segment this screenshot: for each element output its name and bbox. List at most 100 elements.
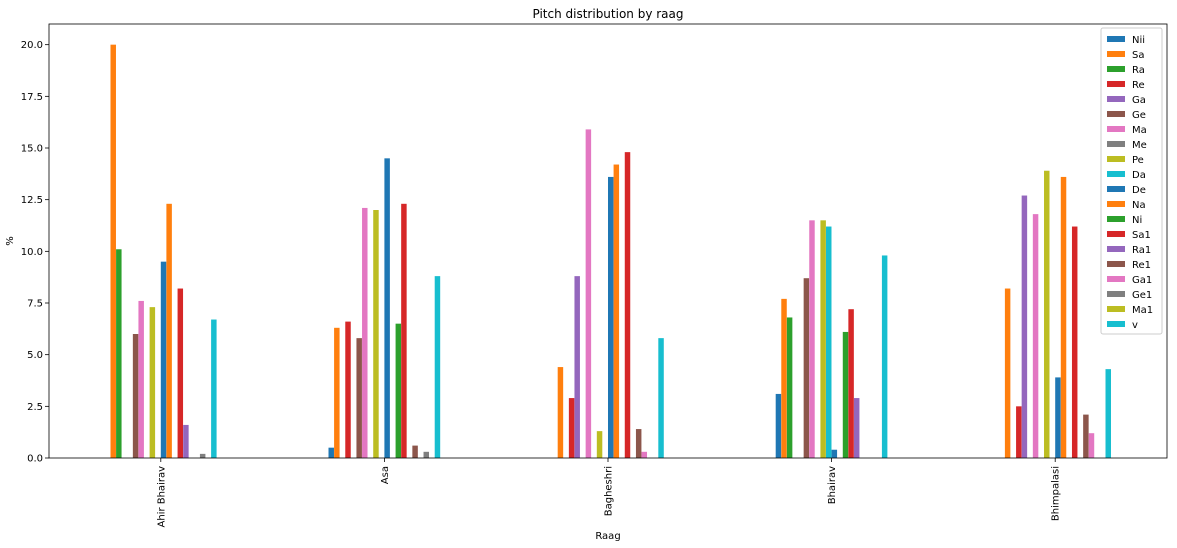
x-axis: Ahir Bhairav Asa Bagheshri Bhairav Bhimpalas…	[156, 458, 1062, 528]
bar	[820, 220, 826, 458]
legend-swatch	[1107, 201, 1125, 207]
bar	[373, 210, 379, 458]
x-tick-label: Bhairav	[827, 466, 838, 504]
legend-label: Re	[1132, 80, 1145, 91]
bar	[848, 309, 854, 458]
bar	[166, 203, 172, 458]
bar	[613, 164, 620, 459]
bar	[809, 220, 815, 458]
legend-label: Pe	[1132, 155, 1144, 166]
bar	[211, 319, 217, 458]
bar	[356, 338, 362, 458]
bar	[110, 44, 116, 459]
legend-label: Ma1	[1132, 305, 1153, 316]
y-axis-label: %	[5, 236, 16, 246]
legend-swatch	[1107, 171, 1125, 177]
y-tick-label: 17.5	[21, 92, 43, 103]
bar	[183, 424, 189, 458]
bar	[803, 278, 810, 458]
legend-swatch	[1107, 186, 1125, 192]
legend-label: Ga1	[1132, 275, 1152, 286]
bar	[781, 298, 787, 458]
legend-swatch	[1107, 51, 1125, 57]
bar	[1105, 369, 1111, 458]
bar	[412, 445, 418, 458]
bar	[557, 367, 564, 458]
x-tick-label: Asa	[380, 466, 391, 484]
legend-label: Nii	[1132, 35, 1145, 46]
bar	[658, 338, 664, 458]
bar	[831, 449, 838, 458]
legend-swatch	[1107, 276, 1125, 282]
legend-swatch	[1107, 126, 1125, 132]
legend-swatch	[1107, 111, 1125, 117]
bar	[401, 203, 407, 458]
bar	[853, 398, 860, 458]
y-tick-label: 2.5	[27, 402, 43, 413]
bars	[110, 44, 1111, 459]
bar	[1044, 170, 1050, 458]
legend-swatch	[1107, 36, 1125, 42]
bar	[177, 288, 184, 458]
legend-swatch	[1107, 216, 1125, 222]
bar	[362, 207, 368, 458]
y-tick-label: 5.0	[27, 350, 43, 361]
bar	[641, 451, 648, 458]
bar	[826, 226, 832, 458]
legend-swatch	[1107, 156, 1125, 162]
legend-label: Ge1	[1132, 290, 1152, 301]
bar	[585, 129, 592, 458]
y-tick-label: 15.0	[21, 144, 43, 155]
legend-swatch	[1107, 141, 1125, 147]
bar	[334, 327, 340, 458]
legend-label: Ma	[1132, 125, 1147, 136]
legend-box	[1100, 27, 1163, 335]
legend-label: Sa1	[1132, 230, 1151, 241]
bar	[608, 176, 614, 458]
legend-label: De	[1132, 185, 1146, 196]
legend-label: Ra	[1132, 65, 1145, 76]
legend-swatch	[1107, 96, 1125, 102]
legend-label: Da	[1132, 170, 1146, 181]
legend-swatch	[1107, 246, 1125, 252]
bar	[881, 255, 888, 458]
legend-swatch	[1107, 261, 1125, 267]
legend-label: Sa	[1132, 50, 1144, 61]
bar	[1055, 377, 1061, 458]
bar	[1071, 226, 1078, 458]
bar	[1016, 406, 1022, 458]
bar	[199, 453, 206, 458]
y-tick-label: 12.5	[21, 195, 43, 206]
legend-swatch	[1107, 231, 1125, 237]
legend-label: Re1	[1132, 260, 1151, 271]
bar	[1060, 176, 1067, 458]
bar	[635, 429, 642, 458]
y-tick-label: 0.0	[27, 454, 43, 465]
bar	[395, 323, 402, 458]
bar	[132, 334, 139, 458]
legend-label: Ga	[1132, 95, 1146, 106]
bar	[624, 152, 631, 458]
bar	[596, 431, 603, 458]
legend-label: v	[1132, 320, 1138, 331]
chart-title: Pitch distribution by raag	[532, 7, 683, 21]
legend-swatch	[1107, 66, 1125, 72]
bar	[160, 261, 167, 458]
x-tick-label: Ahir Bhairav	[156, 466, 167, 528]
bar	[1083, 414, 1089, 458]
legend-label: Ge	[1132, 110, 1146, 121]
bar	[138, 300, 144, 458]
plot-frame	[48, 23, 1168, 459]
x-tick-label: Bhimpalasi	[1051, 466, 1062, 521]
legend-label: Ni	[1132, 215, 1142, 226]
x-tick-label: Bagheshri	[604, 466, 615, 516]
bar	[568, 398, 575, 458]
y-axis: 0.0 2.5 5.0 7.5 10.0 12.5 15.0 17.5 20.0	[21, 40, 49, 465]
legend-swatch	[1107, 306, 1125, 312]
y-tick-label: 20.0	[21, 40, 43, 51]
bar	[775, 393, 782, 458]
bar	[786, 317, 793, 458]
bar	[842, 331, 849, 458]
legend-swatch	[1107, 81, 1125, 87]
